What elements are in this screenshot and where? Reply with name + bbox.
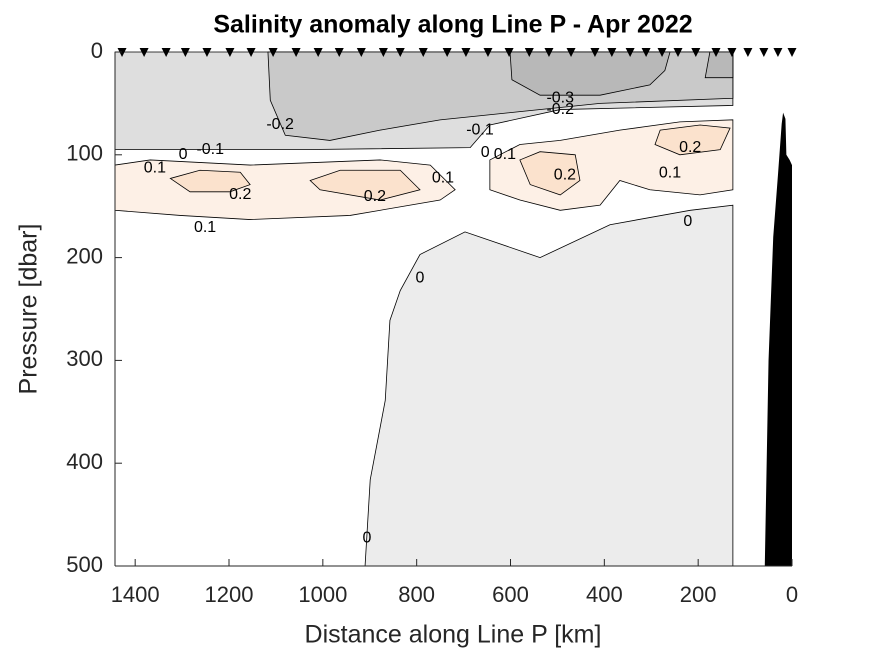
station-marker <box>607 48 617 57</box>
station-marker <box>334 48 344 57</box>
x-tick-label: 200 <box>680 582 717 607</box>
contour-label: 0.1 <box>194 219 216 236</box>
contour-label: -0.2 <box>266 116 294 133</box>
contour-label: 0.1 <box>432 170 454 187</box>
station-marker <box>268 48 278 57</box>
station-marker <box>673 48 683 57</box>
station-marker <box>356 48 366 57</box>
x-axis-label: Distance along Line P [km] <box>305 621 602 649</box>
contour-region <box>169 169 251 193</box>
contour-label: 0.1 <box>494 146 516 163</box>
contour-label: -0.3 <box>546 89 574 106</box>
station-marker <box>202 48 212 57</box>
contour-region <box>364 204 734 567</box>
y-tick-label: 400 <box>66 449 103 474</box>
x-tick-label: 1000 <box>298 582 347 607</box>
station-marker <box>483 48 493 57</box>
station-marker <box>625 48 635 57</box>
station-marker <box>787 48 797 57</box>
contour-label: 0 <box>416 269 425 286</box>
y-tick-label: 0 <box>91 38 103 63</box>
station-marker <box>246 48 256 57</box>
contour-label: 0 <box>362 529 371 546</box>
contour-label: 0.2 <box>364 188 386 205</box>
contour-label: 0.2 <box>229 186 251 203</box>
x-tick-label: 800 <box>398 582 435 607</box>
x-tick-label: 400 <box>586 582 623 607</box>
station-marker <box>139 48 149 57</box>
x-tick-label: 600 <box>492 582 529 607</box>
station-marker <box>161 48 171 57</box>
station-marker <box>691 48 701 57</box>
x-tick-label: 0 <box>786 582 798 607</box>
station-marker <box>313 48 323 57</box>
x-tick-label: 1200 <box>205 582 254 607</box>
contour-label: -0.2 <box>546 101 574 118</box>
y-tick-label: 200 <box>66 243 103 268</box>
station-marker <box>759 48 769 57</box>
station-marker <box>590 48 600 57</box>
contour-label: -0.1 <box>196 141 224 158</box>
station-marker <box>743 48 753 57</box>
station-marker <box>418 48 428 57</box>
station-marker <box>544 48 554 57</box>
station-marker <box>117 48 127 57</box>
station-marker <box>461 48 471 57</box>
station-marker <box>524 48 534 57</box>
contour-label: 0.1 <box>144 159 166 176</box>
contour-region <box>509 51 671 96</box>
contour-region <box>309 169 421 201</box>
x-tick-label: 1400 <box>111 582 160 607</box>
station-marker <box>504 48 514 57</box>
station-marker <box>442 48 452 57</box>
contour-label: -0.1 <box>466 121 494 138</box>
contour-label: 0.1 <box>659 165 681 182</box>
y-tick-label: 500 <box>66 552 103 577</box>
station-marker <box>727 48 737 57</box>
station-marker <box>395 48 405 57</box>
y-tick-label: 300 <box>66 346 103 371</box>
station-marker <box>773 48 783 57</box>
y-axis-label: Pressure [dbar] <box>15 224 43 395</box>
station-marker <box>657 48 667 57</box>
station-marker <box>711 48 721 57</box>
station-marker <box>378 48 388 57</box>
station-marker <box>225 48 235 57</box>
station-marker <box>291 48 301 57</box>
contour-label: 0 <box>179 146 188 163</box>
station-marker <box>180 48 190 57</box>
bathymetry <box>764 112 792 566</box>
y-tick-label: 100 <box>66 141 103 166</box>
station-marker <box>566 48 576 57</box>
contour-label: 0.2 <box>679 139 701 156</box>
contour-label: 0 <box>683 213 692 230</box>
contour-region <box>704 51 734 79</box>
contour-label: 0.2 <box>554 167 576 184</box>
station-marker <box>641 48 651 57</box>
contour-region <box>519 151 581 196</box>
chart-title: Salinity anomaly along Line P - Apr 2022 <box>213 11 692 39</box>
contour-region <box>654 124 731 156</box>
contour-label: 0 <box>481 144 490 161</box>
